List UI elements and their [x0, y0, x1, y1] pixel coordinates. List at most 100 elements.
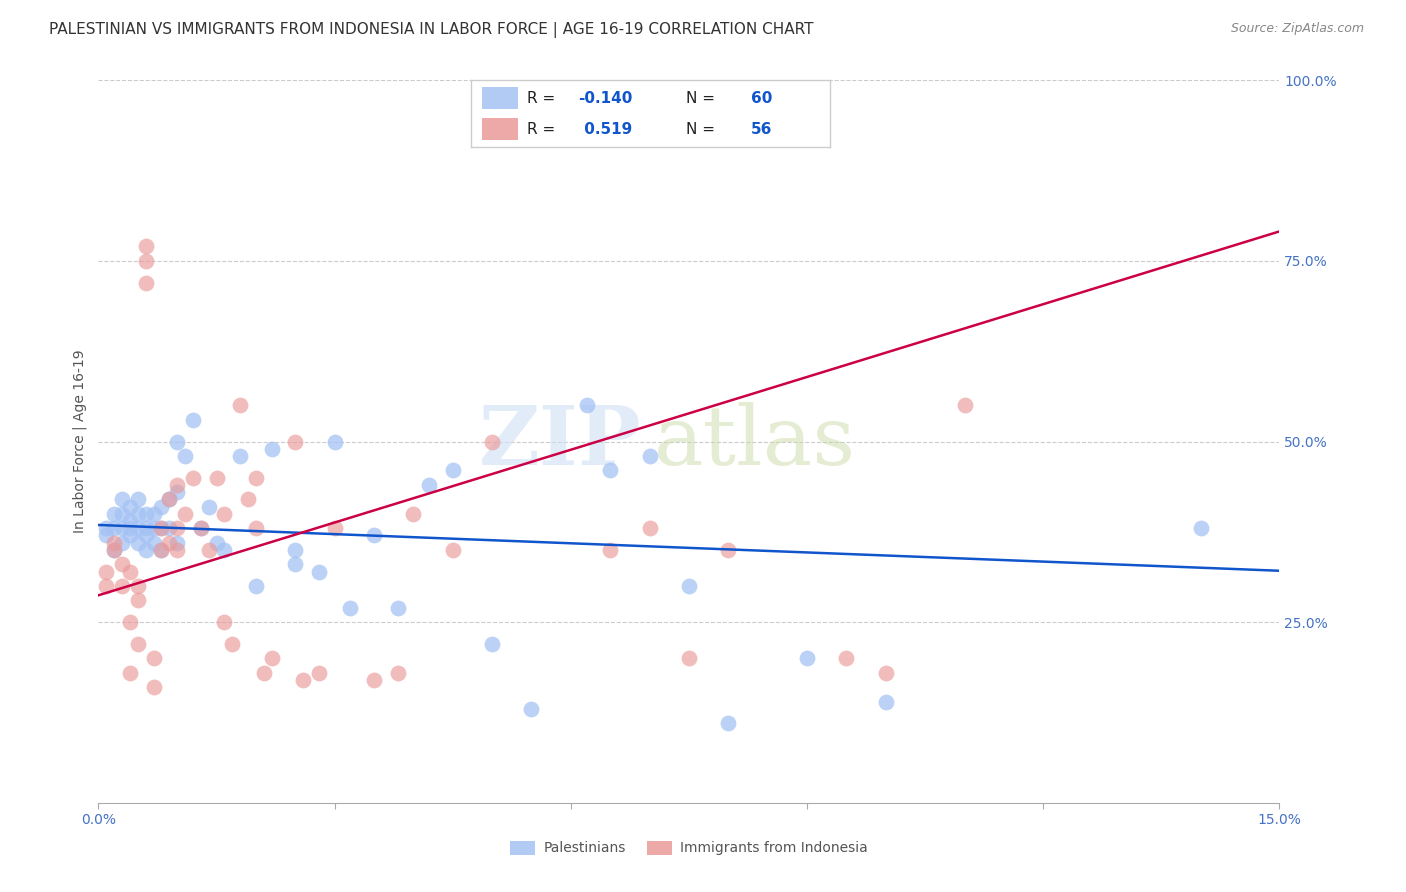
Point — [441, 463, 464, 477]
Point — [111, 558, 134, 572]
Point — [150, 500, 173, 514]
Point — [181, 470, 204, 484]
Point — [323, 434, 346, 449]
Point — [142, 651, 165, 665]
Point — [118, 528, 141, 542]
Point — [205, 535, 228, 549]
Point — [118, 500, 141, 514]
Point — [363, 528, 385, 542]
Point — [157, 492, 180, 507]
Point — [481, 637, 503, 651]
Text: 60: 60 — [751, 91, 772, 106]
Point — [221, 637, 243, 651]
Point — [599, 542, 621, 557]
Point — [835, 651, 858, 665]
Point — [127, 521, 149, 535]
Point — [157, 521, 180, 535]
Point — [150, 521, 173, 535]
Point — [260, 442, 283, 456]
Point — [678, 579, 700, 593]
Point — [127, 492, 149, 507]
Point — [118, 565, 141, 579]
Point — [284, 558, 307, 572]
Point — [214, 507, 236, 521]
Bar — [482, 119, 517, 140]
Point — [387, 600, 409, 615]
Point — [717, 716, 740, 731]
Point — [284, 542, 307, 557]
Text: ZIP: ZIP — [479, 401, 641, 482]
Point — [96, 579, 118, 593]
Point — [638, 449, 661, 463]
Point — [229, 449, 252, 463]
Bar — [482, 87, 517, 109]
Point — [181, 413, 204, 427]
Point — [214, 542, 236, 557]
Point — [118, 514, 141, 528]
Point — [166, 485, 188, 500]
Text: atlas: atlas — [654, 401, 856, 482]
Point — [174, 507, 197, 521]
Point — [103, 542, 125, 557]
Point — [111, 507, 134, 521]
Point — [520, 702, 543, 716]
Point — [166, 542, 188, 557]
Point — [520, 124, 543, 138]
Point — [150, 521, 173, 535]
Point — [111, 535, 134, 549]
Point — [1189, 521, 1212, 535]
Point — [103, 542, 125, 557]
Point — [260, 651, 283, 665]
Point — [135, 528, 157, 542]
Point — [678, 651, 700, 665]
Point — [127, 507, 149, 521]
Point — [166, 478, 188, 492]
Point — [135, 276, 157, 290]
Point — [717, 542, 740, 557]
Point — [135, 239, 157, 253]
Point — [205, 470, 228, 484]
Point — [166, 434, 188, 449]
Point — [560, 124, 582, 138]
Point — [103, 535, 125, 549]
Point — [229, 398, 252, 412]
Point — [214, 615, 236, 630]
Point — [127, 637, 149, 651]
Point — [150, 542, 173, 557]
Point — [135, 521, 157, 535]
Point — [402, 507, 425, 521]
Point — [118, 665, 141, 680]
Point — [245, 470, 267, 484]
Point — [599, 463, 621, 477]
Point — [308, 665, 330, 680]
Text: N =: N = — [686, 122, 720, 137]
Point — [157, 492, 180, 507]
Point — [197, 500, 219, 514]
Text: -0.140: -0.140 — [579, 91, 633, 106]
Point — [308, 565, 330, 579]
Text: 56: 56 — [751, 122, 772, 137]
Point — [236, 492, 259, 507]
Point — [245, 521, 267, 535]
Text: N =: N = — [686, 91, 720, 106]
Point — [96, 565, 118, 579]
Text: R =: R = — [527, 91, 560, 106]
Point — [339, 600, 361, 615]
Point — [481, 434, 503, 449]
Text: R =: R = — [527, 122, 565, 137]
Point — [135, 253, 157, 268]
Point — [96, 528, 118, 542]
Point — [111, 579, 134, 593]
Point — [166, 535, 188, 549]
Point — [387, 665, 409, 680]
Point — [142, 680, 165, 694]
Point — [127, 593, 149, 607]
Point — [142, 535, 165, 549]
Point — [190, 521, 212, 535]
Point — [96, 521, 118, 535]
Text: PALESTINIAN VS IMMIGRANTS FROM INDONESIA IN LABOR FORCE | AGE 16-19 CORRELATION : PALESTINIAN VS IMMIGRANTS FROM INDONESIA… — [49, 22, 814, 38]
Point — [197, 542, 219, 557]
Point — [441, 542, 464, 557]
Point — [111, 521, 134, 535]
Y-axis label: In Labor Force | Age 16-19: In Labor Force | Age 16-19 — [73, 350, 87, 533]
